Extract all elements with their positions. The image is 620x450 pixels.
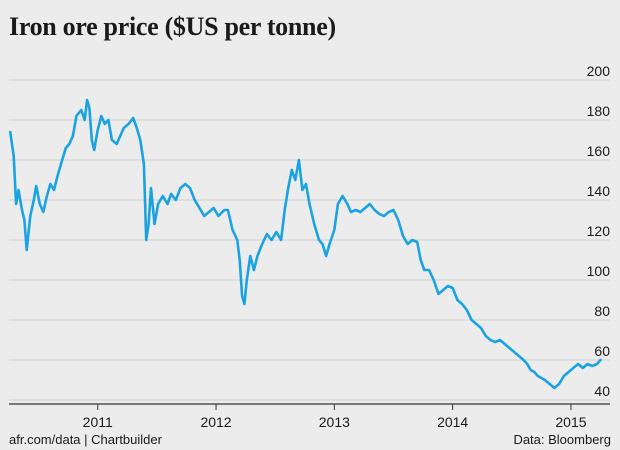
y-tick-label: 120 bbox=[587, 223, 611, 239]
x-tick-label: 2013 bbox=[319, 414, 350, 430]
y-tick-label: 60 bbox=[594, 343, 610, 359]
series-line bbox=[8, 98, 602, 390]
y-tick-label: 180 bbox=[587, 103, 611, 119]
y-tick-label: 140 bbox=[587, 183, 611, 199]
y-tick-label: 200 bbox=[587, 63, 611, 79]
x-tick-label: 2015 bbox=[555, 414, 586, 430]
source-credit: afr.com/data | Chartbuilder bbox=[9, 432, 162, 447]
y-tick-label: 160 bbox=[587, 143, 611, 159]
y-tick-label: 80 bbox=[594, 303, 610, 319]
data-source: Data: Bloomberg bbox=[513, 432, 611, 447]
x-tick-label: 2011 bbox=[83, 414, 113, 430]
y-tick-label: 100 bbox=[587, 263, 611, 279]
y-tick-label: 40 bbox=[594, 383, 610, 399]
x-tick-label: 2014 bbox=[437, 414, 468, 430]
chart-title: Iron ore price ($US per tonne) bbox=[9, 12, 336, 41]
x-tick-label: 2012 bbox=[200, 414, 231, 430]
